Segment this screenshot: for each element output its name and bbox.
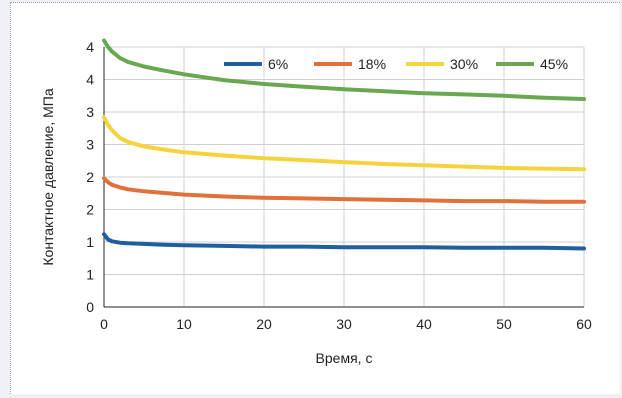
y-tick-label: 1 — [86, 234, 94, 250]
line-chart: 0 10 20 30 40 50 60 0 1 1 2 2 3 3 4 4 6% 18% 30% 45% Врем… — [40, 38, 592, 366]
x-tick-label: 40 — [416, 316, 432, 332]
series-line-2 — [102, 176, 586, 204]
y-tick-label: 2 — [86, 169, 94, 185]
x-axis-label: Время, с — [316, 350, 373, 366]
y-tick-label: 1 — [86, 267, 94, 283]
legend-label-4: 45% — [540, 56, 568, 72]
grid-lines — [104, 46, 585, 307]
series-lines — [102, 38, 586, 251]
y-tick-label: 4 — [86, 39, 94, 55]
x-tick-label: 0 — [100, 316, 108, 332]
series-line-3 — [102, 115, 586, 172]
x-tick-label: 60 — [576, 316, 592, 332]
x-tick-labels: 0 10 20 30 40 50 60 — [100, 316, 592, 332]
y-tick-label: 3 — [86, 137, 94, 153]
x-tick-label: 10 — [176, 316, 192, 332]
x-tick-label: 30 — [336, 316, 352, 332]
x-tick-label: 50 — [496, 316, 512, 332]
y-tick-label: 3 — [86, 104, 94, 120]
x-tick-label: 20 — [256, 316, 272, 332]
y-tick-label: 4 — [86, 72, 94, 88]
series-line-4 — [102, 38, 586, 101]
legend-label-1: 6% — [268, 56, 288, 72]
y-axis-label: Контактное давление, МПа — [40, 88, 56, 265]
series-line-1 — [102, 232, 586, 251]
legend-label-2: 18% — [358, 56, 386, 72]
y-tick-label: 0 — [86, 299, 94, 315]
chart-container: 0 10 20 30 40 50 60 0 1 1 2 2 3 3 4 4 6% 18% 30% 45% Врем… — [10, 2, 620, 394]
legend: 6% 18% 30% 45% — [224, 56, 568, 72]
y-tick-labels: 0 1 1 2 2 3 3 4 4 — [86, 39, 94, 315]
y-tick-label: 2 — [86, 202, 94, 218]
legend-label-3: 30% — [450, 56, 478, 72]
